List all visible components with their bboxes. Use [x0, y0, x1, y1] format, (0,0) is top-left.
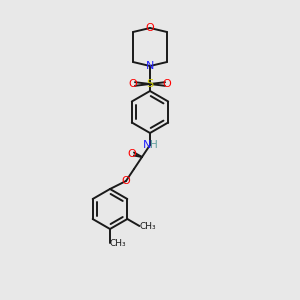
Text: O: O [163, 79, 171, 89]
Text: O: O [128, 149, 136, 159]
Text: O: O [146, 23, 154, 33]
Text: CH₃: CH₃ [140, 221, 156, 230]
Text: H: H [150, 140, 158, 150]
Text: N: N [143, 140, 151, 150]
Text: N: N [146, 61, 154, 71]
Text: O: O [122, 176, 130, 186]
Text: O: O [129, 79, 137, 89]
Text: S: S [146, 79, 154, 89]
Text: CH₃: CH₃ [110, 238, 127, 247]
